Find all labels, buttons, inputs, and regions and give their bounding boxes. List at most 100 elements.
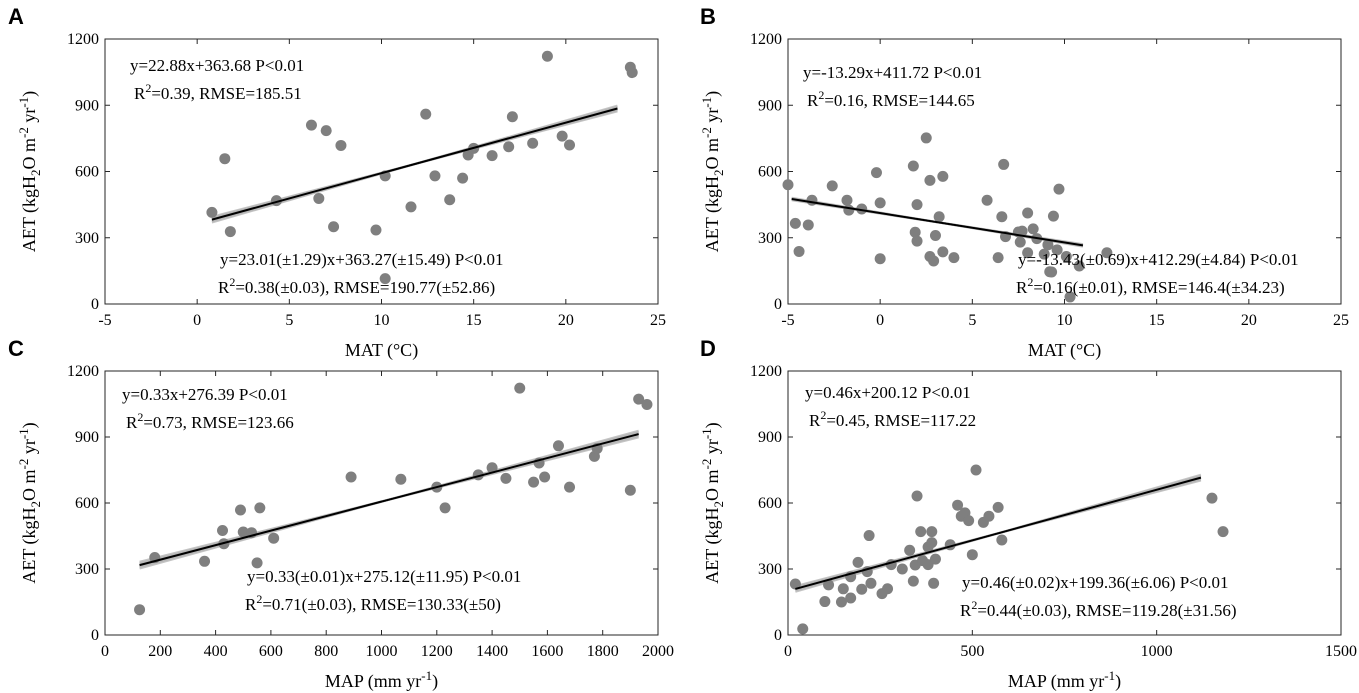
- data-point: [405, 201, 417, 213]
- data-point: [865, 577, 877, 589]
- data-point: [782, 179, 794, 191]
- data-point: [556, 130, 568, 142]
- x-tick-label: 1500: [1325, 643, 1357, 660]
- data-point: [948, 252, 960, 264]
- x-tick-label: 1400: [476, 643, 508, 660]
- y-tick-label: 0: [91, 296, 99, 313]
- y-tick-label: 1200: [67, 31, 99, 48]
- x-tick-label: 1000: [1141, 643, 1173, 660]
- x-tick-label: -5: [98, 312, 111, 329]
- x-tick-label: 5: [285, 312, 293, 329]
- data-point: [224, 226, 236, 238]
- y-axis-label: AET (kgH2O m-2 yr-1): [699, 422, 726, 583]
- data-point: [1047, 210, 1059, 222]
- y-tick-label: 0: [774, 296, 782, 313]
- data-point: [843, 204, 855, 216]
- data-point: [998, 158, 1010, 170]
- data-point: [237, 526, 249, 538]
- data-point: [789, 578, 801, 590]
- data-point: [564, 481, 576, 493]
- data-point: [929, 230, 941, 242]
- x-tick-label: 800: [314, 643, 338, 660]
- data-point: [835, 596, 847, 608]
- data-point: [1064, 291, 1076, 303]
- panel-label: A: [8, 4, 24, 29]
- data-point: [966, 549, 978, 561]
- data-point: [856, 203, 868, 215]
- x-tick-label: 25: [1333, 312, 1349, 329]
- data-point: [852, 556, 864, 568]
- panel-d: D 0 500 1000 1500 0 300 600 900 1200 MAP (mm yr-1)…: [699, 336, 1357, 692]
- data-point: [909, 226, 921, 238]
- data-point: [539, 471, 551, 483]
- data-point: [552, 440, 564, 452]
- data-point: [506, 111, 518, 123]
- data-point: [983, 510, 995, 522]
- data-point: [234, 504, 246, 516]
- data-point: [911, 490, 923, 502]
- y-tick-label: 900: [75, 429, 99, 446]
- data-point: [826, 180, 838, 192]
- y-tick-label: 1200: [750, 31, 782, 48]
- data-point: [907, 160, 919, 172]
- data-point: [841, 194, 853, 206]
- r2-top: R2=0.39, RMSE=185.51: [134, 81, 302, 103]
- x-tick-label: 15: [1149, 312, 1165, 329]
- fit-line: [795, 476, 1202, 590]
- x-tick-label: 5: [968, 312, 976, 329]
- data-point: [970, 464, 982, 476]
- data-point: [1022, 247, 1034, 259]
- data-point: [1073, 260, 1085, 272]
- y-tick-label: 300: [758, 561, 782, 578]
- x-tick-label: 10: [1057, 312, 1073, 329]
- fit-line: [211, 107, 618, 221]
- x-axis-label: MAT (°C): [1028, 340, 1101, 361]
- y-tick-label: 1200: [750, 363, 782, 380]
- data-point: [254, 502, 266, 514]
- fit-line: [791, 198, 1084, 247]
- x-tick-label: 0: [876, 312, 884, 329]
- data-point: [933, 211, 945, 223]
- data-point: [845, 592, 857, 604]
- data-point: [911, 235, 923, 247]
- x-tick-label: 1000: [366, 643, 398, 660]
- x-tick-label: 600: [259, 643, 283, 660]
- data-point: [920, 132, 932, 144]
- data-point: [500, 472, 512, 484]
- x-tick-label: 20: [558, 312, 574, 329]
- x-tick-label: 200: [148, 643, 172, 660]
- data-point: [992, 252, 1004, 264]
- data-point: [896, 563, 908, 575]
- equation-bottom: y=-13.43(±0.69)x+412.29(±4.84) P<0.01: [1018, 250, 1299, 269]
- data-point: [429, 170, 441, 182]
- data-point: [1046, 266, 1058, 278]
- data-point: [379, 273, 391, 285]
- y-tick-label: 900: [758, 429, 782, 446]
- data-point: [641, 398, 653, 410]
- data-point: [924, 174, 936, 186]
- y-tick-label: 300: [75, 230, 99, 247]
- data-point: [626, 67, 638, 79]
- data-point: [486, 150, 498, 162]
- data-point: [882, 583, 894, 595]
- equation-bottom: y=0.33(±0.01)x+275.12(±11.95) P<0.01: [247, 567, 521, 586]
- x-tick-label: 400: [204, 643, 228, 660]
- y-axis-label: AET (kgH2O m-2 yr-1): [699, 91, 726, 252]
- panel-label: D: [700, 336, 716, 361]
- r2-top: R2=0.45, RMSE=117.22: [809, 408, 976, 430]
- data-point: [1051, 244, 1063, 256]
- equation-top: y=22.88x+363.68 P<0.01: [130, 56, 304, 75]
- x-tick-label: 15: [466, 312, 482, 329]
- data-point: [911, 199, 923, 211]
- x-tick-label: 1800: [587, 643, 619, 660]
- panel-c: C 0 200 400 600 800 1000 1200 1400 1600 1800 2000 0 3…: [8, 336, 674, 692]
- x-axis-label: MAP (mm yr-1): [1008, 668, 1121, 692]
- x-axis-label: MAP (mm yr-1): [325, 668, 438, 692]
- equation-top: y=0.33x+276.39 P<0.01: [122, 385, 288, 404]
- data-point: [963, 515, 975, 527]
- data-point: [793, 245, 805, 257]
- data-point: [624, 484, 636, 496]
- data-point: [328, 221, 340, 233]
